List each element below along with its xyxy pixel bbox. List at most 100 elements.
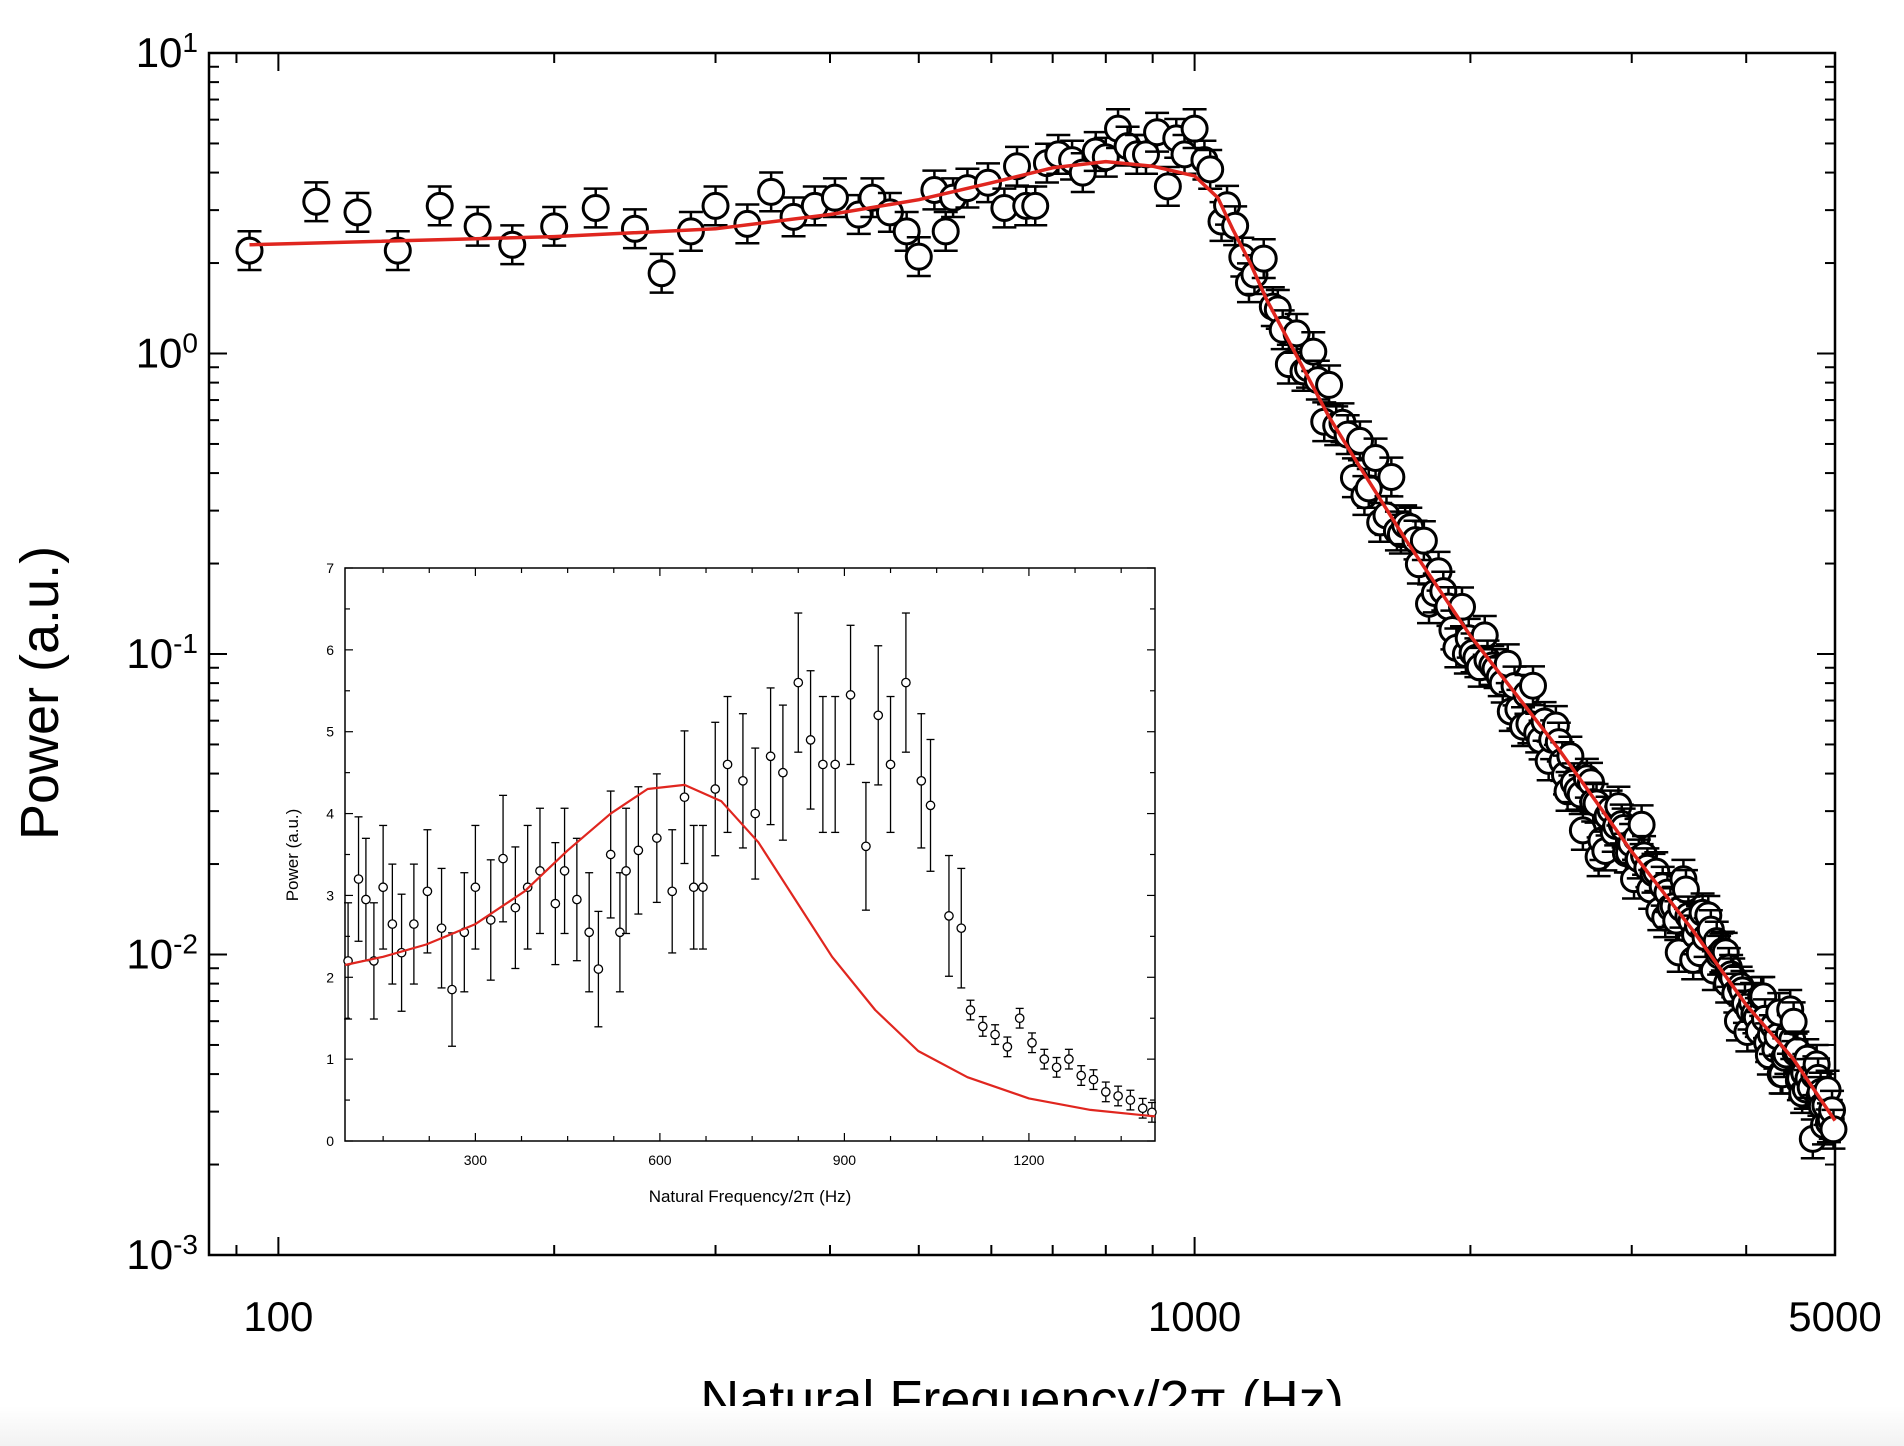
inset-marker — [447, 984, 457, 995]
main-data-point — [757, 171, 786, 213]
inset-marker — [593, 964, 604, 974]
data-point — [1299, 337, 1328, 366]
inset-marker — [621, 866, 631, 876]
inset-marker — [1088, 1074, 1099, 1085]
inset-data-point — [667, 829, 678, 954]
main-data-point — [540, 205, 569, 247]
inset-y-tick-label: 7 — [326, 560, 334, 576]
inset-marker — [584, 927, 595, 938]
inset-marker — [679, 792, 690, 803]
inset-marker — [1113, 1091, 1123, 1101]
inset-data-point — [470, 824, 481, 950]
inset-marker — [1137, 1103, 1148, 1114]
data-point — [1315, 370, 1344, 399]
main-data-point — [779, 196, 808, 238]
inset-marker — [818, 759, 828, 770]
inset-data-point — [436, 867, 447, 989]
inset-y-tick-label: 0 — [326, 1133, 334, 1149]
main-data-point — [302, 181, 331, 223]
data-point — [1377, 462, 1406, 491]
inset-marker — [633, 845, 644, 856]
inset-x-tick-label: 300 — [464, 1152, 488, 1168]
main-decay-point — [1299, 331, 1328, 373]
inset-data-point — [977, 1015, 988, 1037]
inset-marker — [510, 902, 521, 913]
main-data-point — [1104, 108, 1133, 150]
main-data-point — [235, 229, 264, 272]
data-point — [1021, 191, 1050, 220]
inset-marker — [901, 677, 911, 688]
data-point — [581, 193, 610, 222]
inset-marker — [738, 775, 748, 786]
inset-marker — [990, 1029, 1000, 1040]
data-point — [540, 212, 569, 241]
main-data-point — [820, 177, 849, 219]
inset-data-point — [956, 867, 967, 989]
inset-data-point — [1088, 1069, 1099, 1091]
inset-data-point — [1076, 1065, 1087, 1086]
main-decay-point — [1518, 665, 1547, 707]
inset-data-point — [361, 837, 371, 962]
inset-marker — [830, 759, 841, 770]
inset-marker — [965, 1005, 976, 1015]
inset-x-tick-label: 600 — [648, 1152, 672, 1168]
inset-chart: 300 600 900 1200 0 1 2 3 4 5 6 7 Natural Frequency/2… — [283, 560, 1163, 1206]
inset-marker — [1039, 1054, 1050, 1064]
inset-marker — [710, 784, 721, 794]
y-tick-label: 100 — [136, 327, 198, 377]
inset-y-tick-label: 4 — [326, 806, 334, 822]
data-point — [1003, 152, 1032, 181]
inset-marker — [698, 882, 708, 893]
inset-marker — [778, 767, 788, 778]
inset-data-point — [901, 612, 911, 753]
inset-marker — [436, 923, 447, 934]
inset-marker — [861, 841, 871, 852]
inset-marker — [1002, 1042, 1013, 1052]
inset-y-tick-label: 3 — [326, 887, 334, 903]
y-tick-label: 101 — [136, 27, 198, 77]
inset-marker — [667, 886, 678, 897]
data-point — [1180, 114, 1209, 143]
inset-data-point — [584, 872, 595, 993]
inset-data-point — [535, 807, 545, 935]
inset-x-tick-label: 1200 — [1013, 1152, 1044, 1168]
inset-data-point — [651, 773, 662, 904]
inset-data-point — [885, 695, 896, 834]
data-point — [425, 191, 454, 220]
inset-marker — [550, 898, 561, 909]
inset-data-point — [605, 790, 616, 919]
inset-data-point — [830, 695, 841, 834]
inset-marker — [1064, 1054, 1074, 1064]
data-point — [1249, 244, 1278, 273]
main-data-point — [800, 185, 829, 227]
inset-x-axis-title: Natural Frequency/2π (Hz) — [649, 1187, 852, 1206]
data-point — [820, 183, 849, 212]
y-axis-title: Power (a.u.) — [10, 546, 70, 840]
inset-marker — [559, 866, 570, 876]
y-tick-label: 10-1 — [126, 628, 198, 678]
inset-data-point — [793, 612, 804, 753]
inset-background — [337, 560, 1163, 1193]
main-data-point — [990, 187, 1019, 229]
inset-y-tick-label: 2 — [326, 969, 334, 985]
inset-data-point — [1113, 1085, 1123, 1107]
data-point — [343, 198, 372, 227]
data-point — [1409, 526, 1438, 555]
inset-data-point — [873, 645, 884, 786]
data-point — [1345, 426, 1374, 455]
inset-marker — [885, 759, 896, 770]
inset-data-point — [1027, 1032, 1037, 1054]
inset-marker — [977, 1021, 988, 1032]
inset-marker — [353, 874, 364, 884]
inset-data-point — [1100, 1081, 1111, 1103]
inset-data-point — [1014, 1007, 1025, 1029]
inset-data-point — [387, 863, 398, 985]
inset-marker — [605, 849, 616, 860]
main-data-point — [343, 191, 372, 233]
inset-data-point — [679, 730, 690, 865]
inset-marker — [535, 866, 545, 876]
main-decay-point — [1249, 237, 1278, 280]
inset-data-point — [990, 1024, 1000, 1046]
inset-data-point — [944, 854, 954, 977]
